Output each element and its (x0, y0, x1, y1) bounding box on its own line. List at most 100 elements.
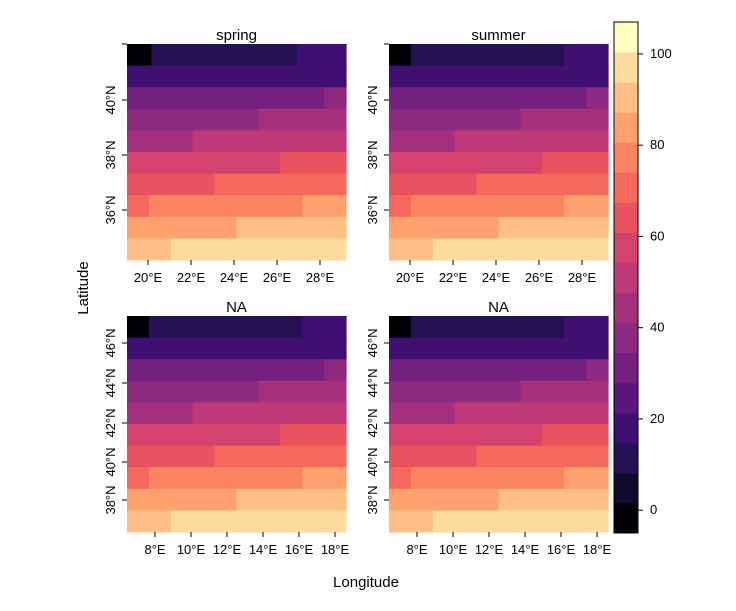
heatmap-cell (389, 424, 543, 447)
x-tick-label: 16°E (285, 542, 314, 557)
heatmap-cell (432, 87, 587, 110)
heatmap-cell (454, 402, 609, 425)
colorbar-swatch (614, 112, 638, 143)
y-tick-label: 46°N (103, 328, 118, 357)
y-axis-label: Latitude (75, 261, 92, 314)
colorbar-tick-label: 100 (650, 46, 672, 61)
heatmap-cell (280, 424, 347, 447)
colorbar-swatch (614, 472, 638, 504)
heatmap-cell (389, 108, 521, 131)
heatmap-cell (302, 195, 347, 218)
heatmap-cell (520, 380, 609, 403)
heatmap-cell (389, 238, 434, 261)
heatmap-cell (432, 359, 587, 382)
heatmap-cell (389, 152, 543, 175)
heatmap-cell (389, 216, 500, 239)
heatmap-cell (127, 152, 281, 175)
x-tick-label: 22°E (439, 270, 468, 285)
heatmap-cell (127, 445, 216, 468)
heatmap-cell (192, 402, 347, 425)
colorbar-swatch (614, 172, 638, 203)
colorbar-tick-label: 0 (650, 502, 657, 517)
panel: summer 20°E 22°E 24°E 26°E 28°E 36°N 38°N 40°N (365, 27, 609, 285)
x-tick-label: 18°E (583, 542, 612, 557)
heatmap-cell (127, 195, 150, 218)
heatmap-cell (542, 424, 609, 447)
x-tick-label: 26°E (525, 270, 554, 285)
heatmap-cell (389, 65, 500, 88)
heatmap-cell (127, 65, 238, 88)
heatmap-cell (324, 510, 347, 533)
heatmap-cell (498, 488, 609, 511)
panel: NA 8°E 10°E 12°E 14°E 16°E 18°E 38°N 40°N 42°N 44°… (103, 299, 349, 557)
heatmap-cell (410, 44, 565, 67)
heatmap-cell (454, 130, 609, 153)
colorbar-swatch (614, 22, 638, 53)
heatmap-cell (476, 173, 609, 196)
colorbar-swatch (614, 412, 638, 444)
panel-title: summer (471, 27, 525, 44)
heatmap-cell (586, 510, 609, 533)
panel-title: NA (226, 299, 247, 316)
x-tick-label: 24°E (482, 270, 511, 285)
heatmap-cell (127, 108, 259, 131)
x-tick-label: 22°E (177, 270, 206, 285)
x-tick-label: 12°E (475, 542, 504, 557)
x-tick-label: 12°E (213, 542, 242, 557)
heatmap-cell (410, 195, 565, 218)
heatmap-cell (389, 380, 521, 403)
heatmap-cell (148, 316, 303, 339)
heatmap-cell (280, 152, 347, 175)
colorbar-swatch (614, 262, 638, 294)
y-tick-label: 40°N (103, 447, 118, 476)
heatmap-cell (476, 445, 609, 468)
colorbar-tick-label: 60 (650, 228, 664, 243)
y-tick-label: 36°N (365, 195, 380, 224)
x-tick-label: 28°E (306, 270, 335, 285)
y-tick-label: 40°N (103, 85, 118, 114)
heatmap-cell (389, 44, 412, 67)
heatmap-cell (148, 467, 303, 490)
heatmap-cell (170, 87, 325, 110)
heatmap-cell (432, 238, 587, 261)
x-tick-label: 26°E (263, 270, 292, 285)
x-tick-label: 20°E (134, 270, 163, 285)
colorbar-tick-label: 40 (650, 320, 664, 335)
heatmap-cell (127, 316, 150, 339)
colorbar-swatch (614, 202, 638, 233)
x-axis-label: Longitude (333, 574, 399, 591)
heatmap-cell (236, 216, 347, 239)
y-tick-label: 42°N (103, 408, 118, 437)
heatmap-cell (236, 337, 347, 360)
heatmap-cell (389, 195, 412, 218)
colorbar-frame (613, 21, 639, 534)
heatmap-cell (214, 173, 347, 196)
y-tick-label: 36°N (103, 195, 118, 224)
panel: spring 20°E 22°E 24°E 26°E 28°E 36°N 38°N 40°N (103, 27, 347, 285)
heatmap-cell (127, 337, 238, 360)
x-tick-label: 8°E (406, 542, 427, 557)
heatmap-cell (127, 510, 172, 533)
colorbar-swatch (614, 52, 638, 83)
heatmap-cell (170, 359, 325, 382)
y-tick-label: 38°N (365, 140, 380, 169)
y-tick-label: 40°N (365, 447, 380, 476)
heatmap-cell (324, 87, 347, 110)
panel-title: NA (488, 299, 509, 316)
heatmap-cell (389, 173, 478, 196)
heatmap-cell (127, 238, 172, 261)
heatmap-cell (127, 467, 150, 490)
heatmap-cell (324, 238, 347, 261)
heatmap-cell (389, 359, 434, 382)
heatmap-cell (214, 445, 347, 468)
x-tick-label: 14°E (511, 542, 540, 557)
heatmap-cell (148, 195, 303, 218)
x-tick-label: 28°E (568, 270, 597, 285)
colorbar-swatch (614, 442, 638, 474)
heatmap-cell (498, 216, 609, 239)
heatmap-cell (389, 402, 456, 425)
panel: NA 8°E 10°E 12°E 14°E 16°E 18°E 38°N 40°N 42°N 44°… (365, 299, 611, 557)
heatmap-cell (564, 44, 609, 67)
x-tick-label: 18°E (321, 542, 350, 557)
